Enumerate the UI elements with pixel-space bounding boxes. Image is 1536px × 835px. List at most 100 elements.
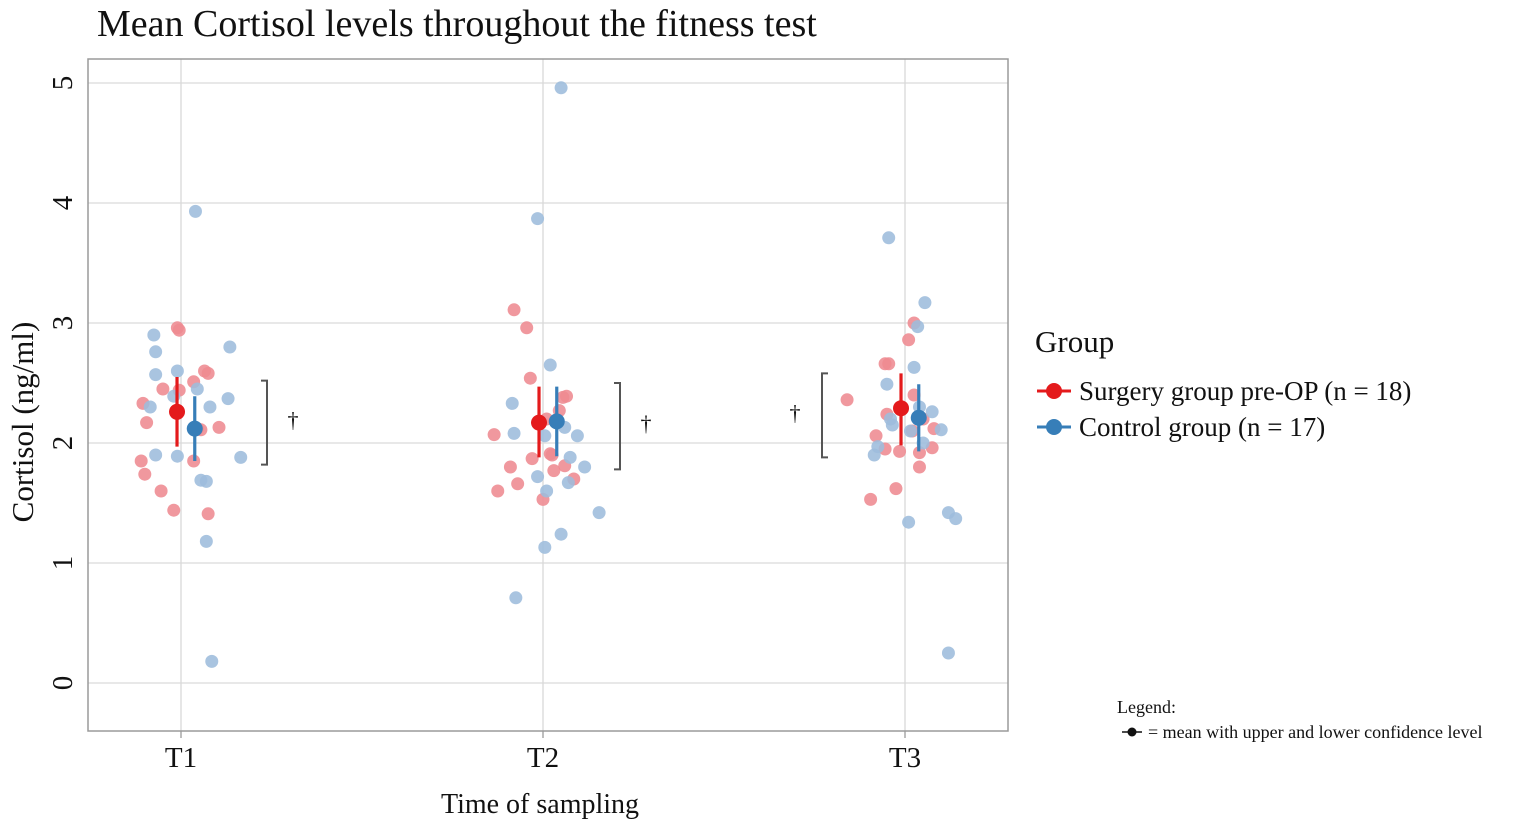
x-tick-label: T3 — [889, 742, 921, 774]
control-data-point — [554, 81, 568, 95]
control-data-point — [507, 426, 521, 440]
surgery-data-point — [491, 484, 505, 498]
surgery-data-point — [840, 393, 854, 407]
control-data-point — [221, 392, 235, 406]
legend-label-surgery: Surgery group pre-OP (n = 18) — [1079, 376, 1411, 406]
axis-labels-layer: 0 1 2 3 4 5 T1 T2 T3 — [47, 76, 921, 774]
x-tick-label: T1 — [165, 742, 197, 774]
control-data-point — [199, 534, 213, 548]
significance-bracket — [821, 372, 828, 459]
surgery-data-point — [140, 416, 154, 430]
surgery-data-point — [172, 323, 186, 337]
surgery-data-point — [882, 357, 896, 371]
control-mean-point — [548, 413, 565, 430]
chart-title: Mean Cortisol levels throughout the fitn… — [97, 3, 817, 45]
jitter-points-layer — [134, 81, 963, 668]
control-data-point — [880, 377, 894, 391]
control-data-point — [505, 396, 519, 410]
surgery-mean-point — [531, 414, 548, 431]
control-data-point — [147, 328, 161, 342]
surgery-data-point — [201, 366, 215, 380]
significance-dagger: † — [288, 408, 299, 433]
control-data-point — [170, 364, 184, 378]
surgery-data-point — [547, 464, 561, 478]
y-tick-label: 5 — [47, 76, 79, 91]
control-data-point — [563, 450, 577, 464]
control-data-point — [592, 506, 606, 520]
y-tick-label: 0 — [47, 676, 79, 691]
control-data-point — [949, 512, 963, 526]
legend-note: Legend: = mean with upper and lower conf… — [1117, 697, 1483, 742]
mean-ci-layer — [169, 373, 927, 461]
control-data-point — [885, 418, 899, 432]
control-data-point — [223, 340, 237, 354]
x-axis-title: Time of sampling — [441, 789, 639, 820]
control-data-point — [199, 474, 213, 488]
control-data-point — [531, 212, 545, 226]
y-tick-label: 2 — [47, 436, 79, 451]
control-data-point — [543, 358, 557, 372]
surgery-data-point — [201, 507, 215, 521]
control-mean-point — [910, 409, 927, 426]
y-tick-label: 3 — [47, 316, 79, 331]
control-data-point — [188, 204, 202, 218]
y-tick-label: 4 — [47, 195, 79, 210]
surgery-data-point — [154, 484, 168, 498]
control-data-point — [561, 476, 575, 490]
control-data-point — [925, 405, 939, 419]
control-data-point — [531, 470, 545, 484]
control-data-point — [570, 429, 584, 443]
legend-item-control: Control group (n = 17) — [1037, 412, 1325, 442]
control-data-point — [538, 429, 552, 443]
surgery-data-point — [167, 503, 181, 517]
surgery-data-point — [902, 333, 916, 347]
surgery-data-point — [864, 492, 878, 506]
grid-layer — [88, 59, 1008, 738]
surgery-mean-point — [893, 400, 910, 417]
surgery-data-point — [511, 477, 525, 491]
control-data-point — [554, 527, 568, 541]
surgery-data-point — [507, 303, 521, 317]
surgery-data-point — [212, 420, 226, 434]
control-data-point — [941, 646, 955, 660]
surgery-mean-point — [169, 403, 186, 420]
control-data-point — [918, 296, 932, 310]
surgery-data-point — [889, 482, 903, 496]
control-data-point — [907, 360, 921, 374]
control-mean-point — [186, 420, 203, 437]
y-tick-label: 1 — [47, 556, 79, 571]
legend-item-surgery: Surgery group pre-OP (n = 18) — [1037, 376, 1411, 406]
significance-layer: † † † — [261, 372, 828, 471]
legend-note-title: Legend: — [1117, 697, 1176, 717]
control-data-point — [190, 382, 204, 396]
significance-dagger: † — [641, 411, 652, 436]
y-axis-title: Cortisol (ng/ml) — [5, 322, 40, 523]
significance-bracket — [614, 382, 621, 471]
control-data-point — [911, 320, 925, 334]
legend-note-text: = mean with upper and lower confidence l… — [1148, 722, 1483, 742]
plot-panel-border — [87, 58, 1009, 732]
legend-note-dot — [1127, 727, 1137, 737]
legend-label-control: Control group (n = 17) — [1079, 412, 1325, 442]
control-data-point — [902, 515, 916, 529]
control-data-point — [143, 400, 157, 414]
control-data-point — [149, 368, 163, 382]
legend-dot-surgery — [1046, 383, 1062, 399]
surgery-data-point — [503, 460, 517, 474]
control-data-point — [234, 450, 248, 464]
surgery-data-point — [869, 429, 883, 443]
significance-dagger: † — [790, 400, 801, 425]
control-data-point — [871, 440, 885, 454]
legend-dot-control — [1046, 419, 1062, 435]
x-tick-label: T2 — [527, 742, 559, 774]
surgery-data-point — [487, 428, 501, 442]
surgery-data-point — [543, 447, 557, 461]
control-data-point — [538, 540, 552, 554]
significance-bracket — [261, 379, 268, 466]
control-data-point — [170, 449, 184, 463]
control-data-point — [205, 654, 219, 668]
surgery-data-point — [134, 454, 148, 468]
control-data-point — [149, 345, 163, 359]
